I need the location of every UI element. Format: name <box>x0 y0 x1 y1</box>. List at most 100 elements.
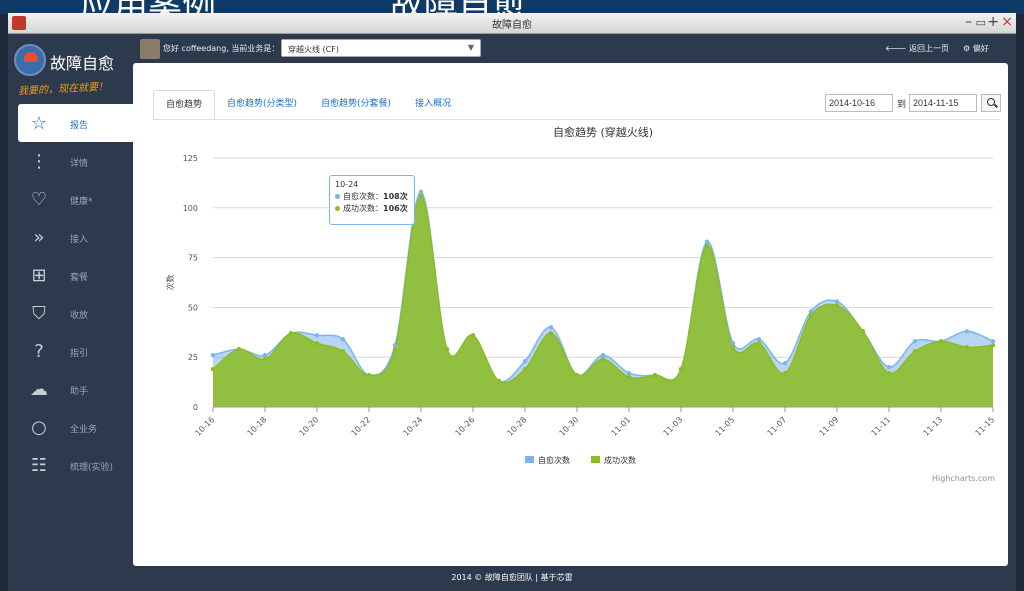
sidebar-item-label: 梳理(实验) <box>70 463 114 473</box>
x-tick-label: 10-16 <box>194 415 217 438</box>
business-select[interactable]: 穿越火线 (CF) ▼ <box>281 39 481 57</box>
sidebar-item-label: 报告 <box>70 121 89 131</box>
data-point <box>496 378 502 384</box>
tab-2[interactable]: 自愈趋势(分套餐) <box>321 99 392 109</box>
y-tick-label: 0 <box>193 403 198 412</box>
y-tick-label: 25 <box>188 353 198 362</box>
logo-avatar <box>14 44 46 76</box>
shield-icon: ⛉ <box>32 303 46 324</box>
x-tick-label: 11-01 <box>610 415 633 438</box>
date-from-input[interactable] <box>825 94 893 112</box>
data-point <box>288 331 294 336</box>
sitemap-icon: ☷ <box>30 455 48 476</box>
gear-icon: ⚙ <box>963 44 973 53</box>
x-tick-label: 11-07 <box>766 415 789 438</box>
data-point <box>730 345 736 350</box>
tab-1[interactable]: 自愈趋势(分类型) <box>227 99 298 109</box>
data-point <box>704 243 710 248</box>
data-point <box>600 356 606 362</box>
data-point <box>366 372 372 378</box>
sidebar-item-2[interactable]: ♡ 健康* <box>8 180 133 218</box>
sidebar-item-8[interactable]: ○ 全业务 <box>8 408 133 446</box>
app-window: 故障自愈 我要的，现在就要！ ☆ 报告 ⋮ 详情 ♡ 健康* » 接入 ⊞ 套餐 ⛉ 收放? 指引 ☁ 助手… <box>8 34 1016 591</box>
date-to-input[interactable] <box>909 94 977 112</box>
back-label: 返回上一页 <box>909 44 949 53</box>
x-tick-label: 11-11 <box>870 415 893 438</box>
chevron-down-icon: ▼ <box>467 43 474 52</box>
sidebar-item-9[interactable]: ☷ 梳理(实验) <box>8 446 133 484</box>
app-icon <box>12 16 26 30</box>
x-tick-label: 11-03 <box>662 415 685 438</box>
sidebar-item-label: 助手 <box>70 387 89 397</box>
preferences-button[interactable]: ⚙ 偏好 <box>963 43 989 54</box>
sidebar-item-1[interactable]: ⋮ 详情 <box>8 142 133 180</box>
heart-icon: ♡ <box>30 189 48 210</box>
trend-chart: 自愈趋势 (穿越火线) 0 25 50 75 100 125 次数 10-16 10-18 10-2… <box>165 125 996 483</box>
data-point <box>756 337 762 342</box>
data-point <box>210 353 216 358</box>
data-point <box>444 347 450 352</box>
sidebar-item-7[interactable]: ☁ 助手 <box>8 370 133 408</box>
data-point <box>600 353 606 358</box>
legend-label: 成功次数 <box>604 455 636 465</box>
back-button[interactable]: 🡐 返回上一页 <box>885 43 949 54</box>
series1-dot-icon <box>335 194 340 199</box>
chart-title: 自愈趋势 (穿越火线) <box>553 125 653 139</box>
greeting-text: 您好 coffeedang, 当前业务是： <box>163 44 280 53</box>
dots-vertical-icon: ⋮ <box>30 151 48 172</box>
minimize-icon[interactable]: – <box>965 14 972 30</box>
data-point <box>808 313 814 318</box>
question-icon: ? <box>34 341 44 362</box>
data-point <box>626 374 632 380</box>
sidebar-item-label: 接入 <box>70 235 89 245</box>
sidebar-item-5[interactable]: ⛉ 收放 <box>8 294 133 332</box>
legend-swatch <box>525 456 534 463</box>
data-point <box>808 309 814 314</box>
tab-divider <box>153 119 1000 120</box>
maximize-icon[interactable]: ▭ <box>975 16 986 29</box>
data-point <box>314 333 320 338</box>
sidebar-item-4[interactable]: ⊞ 套餐 <box>8 256 133 294</box>
data-point <box>652 372 658 378</box>
plus-square-icon: ⊞ <box>31 265 47 286</box>
double-chevron-right-icon: » <box>33 227 45 248</box>
data-point <box>860 329 866 334</box>
sidebar-item-6[interactable]: ? 指引 <box>8 332 133 370</box>
search-button[interactable] <box>981 94 1001 112</box>
y-axis-label: 次数 <box>165 275 175 291</box>
x-tick-label: 10-28 <box>506 415 529 438</box>
highcharts-credit: Highcharts.com <box>932 474 995 483</box>
window-title: 故障自愈 <box>492 20 532 31</box>
data-point <box>262 356 268 362</box>
data-point <box>990 343 996 348</box>
add-icon[interactable]: + <box>987 14 999 30</box>
sidebar-item-0[interactable]: ☆ 报告 <box>18 104 133 142</box>
data-point <box>262 353 268 358</box>
banner-left-text: 应用案例 <box>80 0 216 14</box>
data-point <box>548 325 554 330</box>
tab-3[interactable]: 接入概况 <box>415 99 452 109</box>
data-point <box>418 189 424 195</box>
x-tick-label: 11-09 <box>818 415 841 438</box>
y-tick-label: 125 <box>183 154 198 163</box>
data-point <box>678 366 684 372</box>
data-point <box>834 299 840 304</box>
x-tick-label: 10-26 <box>454 415 477 438</box>
tooltip-s2-value: 106次 <box>383 204 408 213</box>
pref-label: 偏好 <box>972 44 989 53</box>
data-point <box>548 331 554 336</box>
data-point <box>574 372 580 378</box>
tooltip-s2-label: 成功次数： <box>343 204 383 213</box>
data-point <box>886 364 892 370</box>
close-icon[interactable]: × <box>1001 14 1013 30</box>
data-point <box>340 349 346 354</box>
sidebar-item-label: 健康* <box>70 197 93 207</box>
data-point <box>782 370 788 376</box>
sidebar-nav: ☆ 报告 ⋮ 详情 ♡ 健康* » 接入 ⊞ 套餐 ⛉ 收放? 指引 ☁ 助手 ○ 全业务 ☷ 梳理(实验) <box>8 104 133 484</box>
business-select-value: 穿越火线 (CF) <box>288 45 339 54</box>
sidebar-item-label: 指引 <box>70 349 89 359</box>
data-point <box>626 370 632 376</box>
sidebar-item-3[interactable]: » 接入 <box>8 218 133 256</box>
topbar: 您好 coffeedang, 当前业务是： 穿越火线 (CF) ▼ 🡐 返回上一… <box>133 34 1016 64</box>
x-tick-label: 11-05 <box>714 415 737 438</box>
